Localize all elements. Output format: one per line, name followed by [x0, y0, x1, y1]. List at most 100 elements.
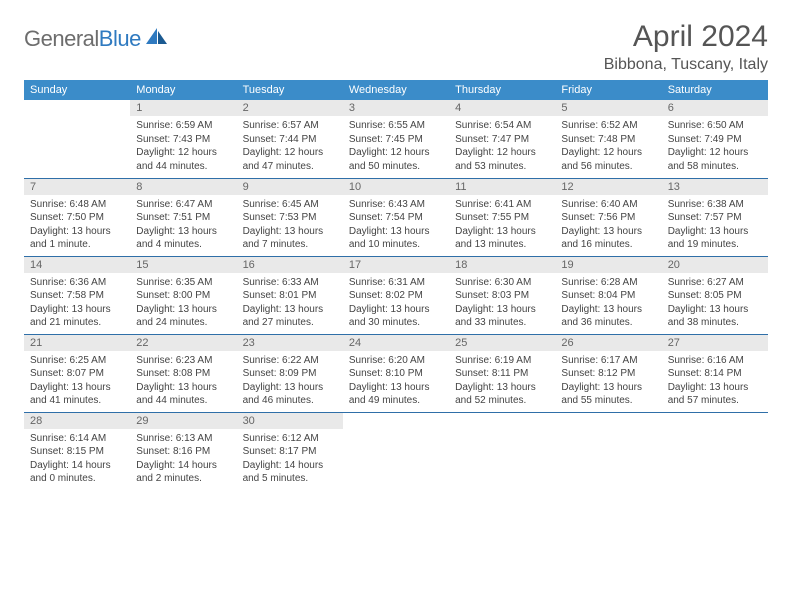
daylight-line: Daylight: 13 hours and 1 minute. — [30, 225, 124, 252]
calendar-week-row: 1Sunrise: 6:59 AMSunset: 7:43 PMDaylight… — [24, 100, 768, 178]
day-details: Sunrise: 6:57 AMSunset: 7:44 PMDaylight:… — [237, 116, 343, 177]
day-details: Sunrise: 6:54 AMSunset: 7:47 PMDaylight:… — [449, 116, 555, 177]
day-details: Sunrise: 6:41 AMSunset: 7:55 PMDaylight:… — [449, 195, 555, 256]
logo-sail-icon — [145, 27, 169, 52]
day-number-empty — [555, 413, 661, 429]
sunset-line: Sunset: 8:16 PM — [136, 445, 230, 459]
day-details: Sunrise: 6:28 AMSunset: 8:04 PMDaylight:… — [555, 273, 661, 334]
sunrise-line: Sunrise: 6:27 AM — [668, 276, 762, 290]
weekday-header: Sunday — [24, 80, 130, 100]
sunset-line: Sunset: 8:04 PM — [561, 289, 655, 303]
day-number-empty — [343, 413, 449, 429]
day-details: Sunrise: 6:38 AMSunset: 7:57 PMDaylight:… — [662, 195, 768, 256]
sunset-line: Sunset: 7:58 PM — [30, 289, 124, 303]
day-number: 3 — [343, 100, 449, 116]
daylight-line: Daylight: 13 hours and 10 minutes. — [349, 225, 443, 252]
logo-text-blue: Blue — [99, 26, 141, 51]
day-number: 9 — [237, 179, 343, 195]
weekday-header: Tuesday — [237, 80, 343, 100]
sunrise-line: Sunrise: 6:48 AM — [30, 198, 124, 212]
sunset-line: Sunset: 7:50 PM — [30, 211, 124, 225]
daylight-line: Daylight: 13 hours and 41 minutes. — [30, 381, 124, 408]
calendar-day-cell: 5Sunrise: 6:52 AMSunset: 7:48 PMDaylight… — [555, 100, 661, 178]
header: GeneralBlue April 2024 Bibbona, Tuscany,… — [24, 20, 768, 74]
day-details: Sunrise: 6:30 AMSunset: 8:03 PMDaylight:… — [449, 273, 555, 334]
calendar-day-cell: 16Sunrise: 6:33 AMSunset: 8:01 PMDayligh… — [237, 256, 343, 334]
day-details: Sunrise: 6:52 AMSunset: 7:48 PMDaylight:… — [555, 116, 661, 177]
day-details: Sunrise: 6:16 AMSunset: 8:14 PMDaylight:… — [662, 351, 768, 412]
day-details: Sunrise: 6:48 AMSunset: 7:50 PMDaylight:… — [24, 195, 130, 256]
day-number: 12 — [555, 179, 661, 195]
daylight-line: Daylight: 13 hours and 57 minutes. — [668, 381, 762, 408]
daylight-line: Daylight: 12 hours and 50 minutes. — [349, 146, 443, 173]
calendar-day-cell: 3Sunrise: 6:55 AMSunset: 7:45 PMDaylight… — [343, 100, 449, 178]
daylight-line: Daylight: 12 hours and 53 minutes. — [455, 146, 549, 173]
day-details: Sunrise: 6:40 AMSunset: 7:56 PMDaylight:… — [555, 195, 661, 256]
sunset-line: Sunset: 8:11 PM — [455, 367, 549, 381]
calendar-week-row: 28Sunrise: 6:14 AMSunset: 8:15 PMDayligh… — [24, 412, 768, 490]
daylight-line: Daylight: 14 hours and 5 minutes. — [243, 459, 337, 486]
day-number-empty — [24, 100, 130, 116]
daylight-line: Daylight: 13 hours and 33 minutes. — [455, 303, 549, 330]
sunset-line: Sunset: 7:45 PM — [349, 133, 443, 147]
day-details: Sunrise: 6:31 AMSunset: 8:02 PMDaylight:… — [343, 273, 449, 334]
day-details: Sunrise: 6:17 AMSunset: 8:12 PMDaylight:… — [555, 351, 661, 412]
calendar-week-row: 7Sunrise: 6:48 AMSunset: 7:50 PMDaylight… — [24, 178, 768, 256]
day-number: 17 — [343, 257, 449, 273]
day-number: 24 — [343, 335, 449, 351]
sunrise-line: Sunrise: 6:57 AM — [243, 119, 337, 133]
calendar-day-cell: 17Sunrise: 6:31 AMSunset: 8:02 PMDayligh… — [343, 256, 449, 334]
day-number: 5 — [555, 100, 661, 116]
day-number: 25 — [449, 335, 555, 351]
calendar-day-cell: 19Sunrise: 6:28 AMSunset: 8:04 PMDayligh… — [555, 256, 661, 334]
calendar-day-cell: 21Sunrise: 6:25 AMSunset: 8:07 PMDayligh… — [24, 334, 130, 412]
calendar-day-cell: 9Sunrise: 6:45 AMSunset: 7:53 PMDaylight… — [237, 178, 343, 256]
sunset-line: Sunset: 8:02 PM — [349, 289, 443, 303]
daylight-line: Daylight: 13 hours and 36 minutes. — [561, 303, 655, 330]
sunrise-line: Sunrise: 6:50 AM — [668, 119, 762, 133]
daylight-line: Daylight: 13 hours and 30 minutes. — [349, 303, 443, 330]
daylight-line: Daylight: 13 hours and 38 minutes. — [668, 303, 762, 330]
day-number: 4 — [449, 100, 555, 116]
daylight-line: Daylight: 13 hours and 19 minutes. — [668, 225, 762, 252]
weekday-header: Thursday — [449, 80, 555, 100]
sunrise-line: Sunrise: 6:28 AM — [561, 276, 655, 290]
day-number: 29 — [130, 413, 236, 429]
page-title: April 2024 — [604, 20, 768, 54]
sunset-line: Sunset: 8:14 PM — [668, 367, 762, 381]
sunset-line: Sunset: 7:43 PM — [136, 133, 230, 147]
day-number: 1 — [130, 100, 236, 116]
daylight-line: Daylight: 13 hours and 55 minutes. — [561, 381, 655, 408]
weekday-header: Friday — [555, 80, 661, 100]
day-number: 20 — [662, 257, 768, 273]
day-details: Sunrise: 6:36 AMSunset: 7:58 PMDaylight:… — [24, 273, 130, 334]
sunset-line: Sunset: 7:55 PM — [455, 211, 549, 225]
calendar-day-cell: 28Sunrise: 6:14 AMSunset: 8:15 PMDayligh… — [24, 412, 130, 490]
daylight-line: Daylight: 12 hours and 44 minutes. — [136, 146, 230, 173]
sunrise-line: Sunrise: 6:35 AM — [136, 276, 230, 290]
sunrise-line: Sunrise: 6:30 AM — [455, 276, 549, 290]
day-number: 2 — [237, 100, 343, 116]
sunrise-line: Sunrise: 6:54 AM — [455, 119, 549, 133]
calendar-day-cell: 18Sunrise: 6:30 AMSunset: 8:03 PMDayligh… — [449, 256, 555, 334]
sunrise-line: Sunrise: 6:13 AM — [136, 432, 230, 446]
sunset-line: Sunset: 7:48 PM — [561, 133, 655, 147]
daylight-line: Daylight: 13 hours and 52 minutes. — [455, 381, 549, 408]
calendar-day-cell: 4Sunrise: 6:54 AMSunset: 7:47 PMDaylight… — [449, 100, 555, 178]
daylight-line: Daylight: 13 hours and 46 minutes. — [243, 381, 337, 408]
daylight-line: Daylight: 12 hours and 56 minutes. — [561, 146, 655, 173]
calendar-day-cell: 23Sunrise: 6:22 AMSunset: 8:09 PMDayligh… — [237, 334, 343, 412]
sunset-line: Sunset: 8:05 PM — [668, 289, 762, 303]
day-number: 27 — [662, 335, 768, 351]
daylight-line: Daylight: 13 hours and 44 minutes. — [136, 381, 230, 408]
sunrise-line: Sunrise: 6:43 AM — [349, 198, 443, 212]
day-number: 22 — [130, 335, 236, 351]
calendar-day-cell: 25Sunrise: 6:19 AMSunset: 8:11 PMDayligh… — [449, 334, 555, 412]
sunset-line: Sunset: 7:54 PM — [349, 211, 443, 225]
calendar-day-cell — [343, 412, 449, 490]
sunrise-line: Sunrise: 6:14 AM — [30, 432, 124, 446]
daylight-line: Daylight: 13 hours and 7 minutes. — [243, 225, 337, 252]
day-details: Sunrise: 6:12 AMSunset: 8:17 PMDaylight:… — [237, 429, 343, 490]
sunrise-line: Sunrise: 6:47 AM — [136, 198, 230, 212]
sunrise-line: Sunrise: 6:59 AM — [136, 119, 230, 133]
